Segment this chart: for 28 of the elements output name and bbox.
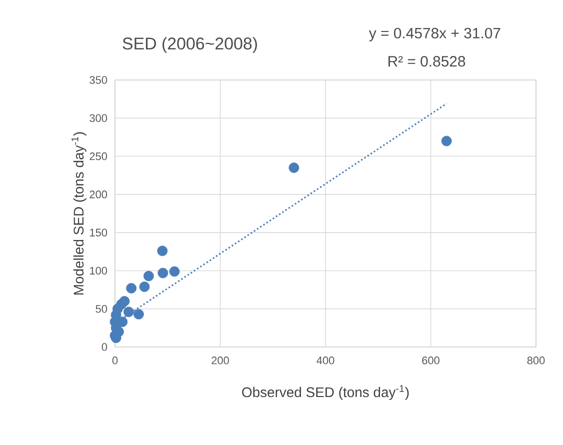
point — [143, 270, 154, 282]
x-tick-label: 0 — [112, 356, 118, 364]
y-tick-label: 350 — [90, 76, 108, 84]
chart-title: SED (2006~2008) — [122, 37, 257, 53]
text: y = 0.4578x + 31.07 — [368, 28, 500, 42]
y-axis-title: Modelled SED (tons day$^{-1}$) — [72, 132, 86, 294]
point — [123, 306, 134, 318]
x-tick-label: 400 — [316, 356, 334, 364]
point — [133, 308, 144, 320]
text: R² = 0.8528 — [388, 56, 466, 67]
y-tick-label: 200 — [90, 190, 108, 198]
y-tick-label: 300 — [90, 114, 108, 122]
point — [126, 283, 137, 294]
y-tick-label: 0 — [102, 343, 108, 351]
point — [441, 136, 452, 146]
point — [158, 268, 168, 278]
point — [139, 282, 150, 292]
point — [157, 246, 168, 256]
point — [288, 162, 300, 173]
x-tick-label: 800 — [527, 356, 545, 364]
y-tick-label: 50 — [96, 304, 108, 313]
point — [169, 266, 180, 277]
y-tick-label: 150 — [90, 228, 108, 236]
y-tick-label: 100 — [90, 266, 108, 275]
x-axis-title: Observed SED (tons day$^{-1}$) — [242, 385, 409, 400]
y-tick-label: 250 — [90, 152, 108, 160]
x-tick-label: 600 — [422, 356, 440, 364]
x-tick-label: 200 — [212, 356, 229, 364]
